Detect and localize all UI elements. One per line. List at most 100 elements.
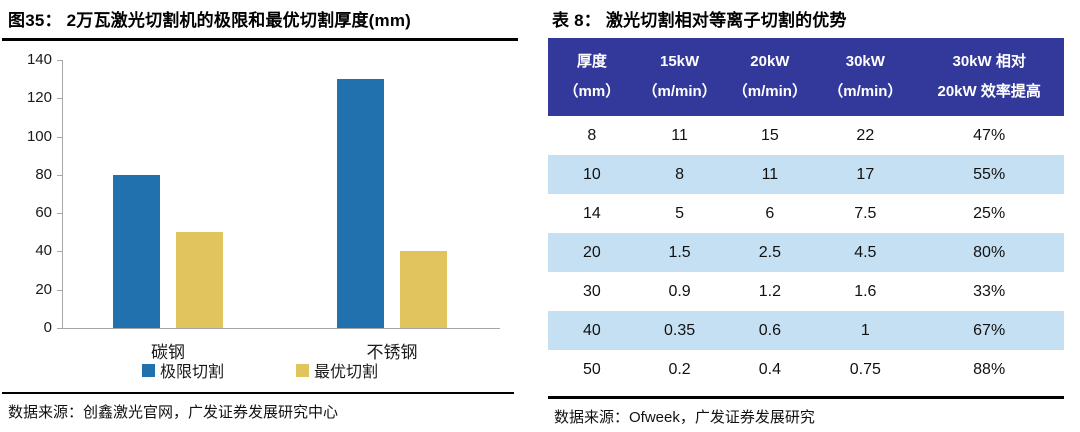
figure-panel: 图35： 2万瓦激光切割机的极限和最优切割厚度(mm) 0 20 40 60 80 100… [0,0,528,432]
table-row: 20 1.5 2.5 4.5 80% [548,233,1064,272]
table-cell-r1-c4: 55% [973,165,1006,183]
table-header-cell-3: 30kW （m/min） [816,38,915,116]
bar-series1-cat1 [400,251,447,328]
y-axis-tick [57,174,62,176]
table-cell-r1-c2: 11 [761,165,779,183]
figure-title-divider [2,38,518,41]
y-axis-tick-label: 0 [43,319,52,336]
table-cell-r2-c2: 6 [765,204,775,222]
table-cell-r3-c4: 80% [973,243,1006,261]
table-bottom-divider [548,396,1064,399]
table-header-row: 厚度 （mm） 15kW （m/min） 20kW （m/min） 30kW （m/min） 3… [548,38,1064,116]
table-cell-r4-c2: 1.2 [758,282,781,300]
table-cell-r0-c2: 15 [760,126,779,144]
bar-series0-cat0 [113,174,160,328]
table-cell-r6-c2: 0.4 [758,360,781,378]
x-axis-category-label: 碳钢 [151,343,185,362]
table-cell-r3-c1: 1.5 [668,243,691,261]
table-title: 表 8： 激光切割相对等离子切割的优势 [552,11,847,30]
x-axis-line [62,328,500,329]
table-cell-r6-c3: 0.75 [849,360,881,378]
table-cell-r3-c2: 2.5 [758,243,781,261]
table-cell-r6-c0: 50 [582,360,601,378]
table-cell-r0-c3: 22 [856,126,875,144]
header-line2: （mm） [563,83,621,100]
table-cell-r0-c1: 11 [671,126,688,144]
table-cell-r5-c0: 40 [582,321,601,339]
table-cell-r2-c1: 5 [675,204,685,222]
y-axis-tick-label: 40 [35,242,52,260]
table-row: 10 8 11 17 55% [548,155,1064,194]
y-axis-tick-label: 80 [35,165,52,183]
y-axis-tick [57,328,62,329]
header-line1: 20kW [750,53,790,70]
chart-legend: 极限切割 最优切割 [0,358,520,382]
table-cell-r3-c0: 20 [582,243,601,261]
legend-item-0: 极限切割 [141,358,224,382]
header-line2: （m/min） [732,83,807,100]
table-row: 50 0.2 0.4 0.75 88% [548,350,1064,389]
legend-swatch-icon [141,363,155,377]
table-cell-r5-c2: 0.6 [758,321,781,339]
table-cell-r5-c1: 0.35 [664,321,696,339]
table-cell-r1-c1: 8 [675,165,685,183]
y-axis-tick [57,136,62,138]
figure-bottom-divider [2,392,514,394]
table-cell-r1-c3: 17 [856,165,875,183]
bar-series0-cat1 [337,79,384,328]
legend-swatch-icon [296,363,309,377]
y-axis-line [62,60,63,328]
table-cell-r4-c0: 30 [582,282,601,300]
bar-chart: 0 20 40 60 80 100 120 140 碳钢 不锈钢 [0,46,520,362]
table-cell-r5-c3: 1 [860,321,870,339]
table-header-cell-0: 厚度 （mm） [548,38,636,116]
y-axis-tick-label: 100 [26,127,52,145]
table-cell-r6-c4: 88% [973,360,1006,378]
header-line1: 30kW [845,53,885,70]
table-cell-r4-c1: 0.9 [668,282,691,300]
table-cell-r3-c3: 4.5 [854,243,877,261]
y-axis-tick [57,251,62,253]
header-line2: （m/min） [828,83,903,100]
x-axis-category-label: 不锈钢 [366,343,418,362]
table-cell-r1-c0: 10 [582,165,601,183]
table-row: 8 11 15 22 47% [548,116,1064,155]
table-cell-r2-c3: 7.5 [854,204,877,222]
table-cell-r0-c0: 8 [587,126,597,144]
y-axis-tick [57,289,62,291]
header-line1: 30kW 相对 [952,53,1026,70]
table-row: 40 0.35 0.6 1 67% [548,311,1064,350]
comparison-table: 厚度 （mm） 15kW （m/min） 20kW （m/min） 30kW （m/min） 3… [548,38,1064,389]
table-cell-r4-c3: 1.6 [854,282,877,300]
table-cell-r0-c4: 47% [973,126,1006,144]
table-header-cell-4: 30kW 相对 20kW 效率提高 [914,38,1064,116]
header-line1: 厚度 [576,53,607,70]
figure-source: 数据来源：创鑫激光官网，广发证券发展研究中心 [8,404,339,421]
header-line2: 20kW 效率提高 [937,83,1041,100]
y-axis-tick [57,60,62,61]
header-line1: 15kW [659,53,700,70]
table-row: 30 0.9 1.2 1.6 33% [548,272,1064,311]
legend-label: 极限切割 [159,364,224,381]
table-cell-r2-c4: 25% [973,204,1006,222]
y-axis-tick [57,98,62,100]
table-cell-r6-c1: 0.2 [668,360,691,378]
table-cell-r2-c0: 14 [582,204,601,222]
legend-item-1: 最优切割 [296,358,378,382]
y-axis-tick-label: 140 [26,51,52,68]
header-line2: （m/min） [642,83,717,100]
y-axis-tick-label: 120 [26,89,52,107]
y-axis-tick-label: 20 [35,280,52,298]
table-panel: 表 8： 激光切割相对等离子切割的优势 厚度 （mm） 15kW （m/min） 20k… [540,0,1080,432]
legend-label: 最优切割 [314,364,379,381]
table-source: 数据来源：Ofweek，广发证券发展研究 [554,409,815,426]
table-header-cell-2: 20kW （m/min） [723,38,817,116]
y-axis-tick-label: 60 [35,204,52,222]
y-axis-tick [57,213,62,215]
bar-series1-cat0 [176,232,223,328]
table-cell-r4-c4: 33% [973,282,1006,300]
table-row: 14 5 6 7.5 25% [548,194,1064,233]
figure-title: 图35： 2万瓦激光切割机的极限和最优切割厚度(mm) [8,11,412,30]
table-cell-r5-c4: 67% [973,321,1006,339]
table-header-cell-1: 15kW （m/min） [635,38,724,116]
